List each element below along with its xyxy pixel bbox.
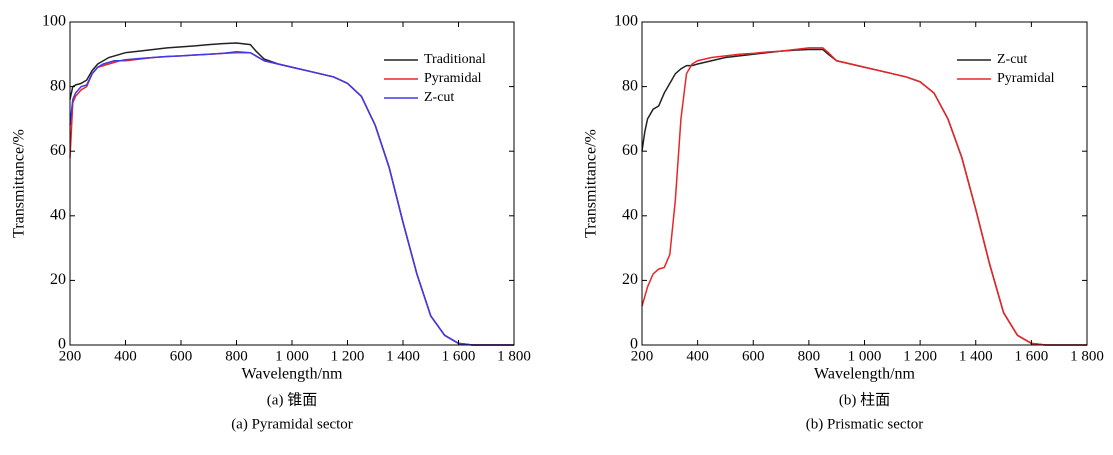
x-tick-label: 1 400 — [959, 348, 993, 364]
x-tick-label: 400 — [686, 348, 709, 364]
legend-label: Z-cut — [424, 90, 454, 105]
x-tick-label: 600 — [170, 348, 193, 364]
caption: (b) 柱面 — [839, 391, 890, 408]
y-tick-label: 0 — [58, 336, 66, 353]
x-tick-label: 200 — [59, 348, 82, 364]
y-tick-label: 100 — [614, 13, 638, 30]
x-tick-label: 800 — [225, 348, 248, 364]
y-axis-label: Transmittance/% — [583, 129, 600, 238]
legend-label: Pyramidal — [424, 71, 482, 86]
x-axis-label: Wavelength/nm — [242, 366, 343, 383]
x-axis-label: Wavelength/nm — [814, 366, 915, 383]
x-tick-label: 1 600 — [442, 348, 476, 364]
y-tick-label: 40 — [50, 206, 66, 223]
data-line — [69, 42, 514, 346]
x-tick-label: 1 800 — [1070, 348, 1104, 364]
y-tick-label: 60 — [50, 142, 66, 159]
subplot: 200 400 600 800 1 000 1 200 1 400 1 600 1 800 0 20… — [583, 13, 1104, 433]
y-tick-label: 80 — [50, 77, 66, 94]
y-tick-label: 40 — [622, 206, 638, 223]
x-tick-label: 1 000 — [275, 348, 309, 364]
caption: (b) Prismatic sector — [806, 416, 923, 432]
y-tick-label: 0 — [630, 336, 638, 353]
x-tick-label: 1 400 — [386, 348, 420, 364]
y-tick-label: 20 — [622, 271, 638, 288]
x-tick-label: 1 200 — [331, 348, 365, 364]
legend-label: Z-cut — [997, 52, 1027, 67]
caption: (a) 锥面 — [267, 391, 317, 408]
x-tick-label: 1 000 — [848, 348, 882, 364]
x-tick-label: 800 — [798, 348, 821, 364]
x-tick-label: 600 — [742, 348, 765, 364]
x-tick-label: 1 800 — [497, 348, 531, 364]
legend-label: Traditional — [424, 52, 486, 67]
subplot: 200 400 600 800 1 000 1 200 1 400 1 600 1 800 0 20… — [11, 13, 531, 433]
data-line — [641, 47, 1087, 346]
y-tick-label: 80 — [622, 77, 638, 94]
x-tick-label: 1 200 — [903, 348, 937, 364]
y-tick-label: 20 — [50, 271, 66, 288]
y-tick-label: 100 — [42, 13, 66, 30]
caption: (a) Pyramidal sector — [231, 416, 353, 432]
x-tick-label: 400 — [114, 348, 137, 364]
data-line — [69, 50, 514, 346]
x-tick-label: 1 600 — [1015, 348, 1049, 364]
y-axis-label: Transmittance/% — [11, 129, 28, 238]
data-line — [641, 48, 1087, 346]
y-tick-label: 60 — [622, 142, 638, 159]
x-tick-label: 200 — [631, 348, 654, 364]
legend-label: Pyramidal — [997, 71, 1055, 86]
